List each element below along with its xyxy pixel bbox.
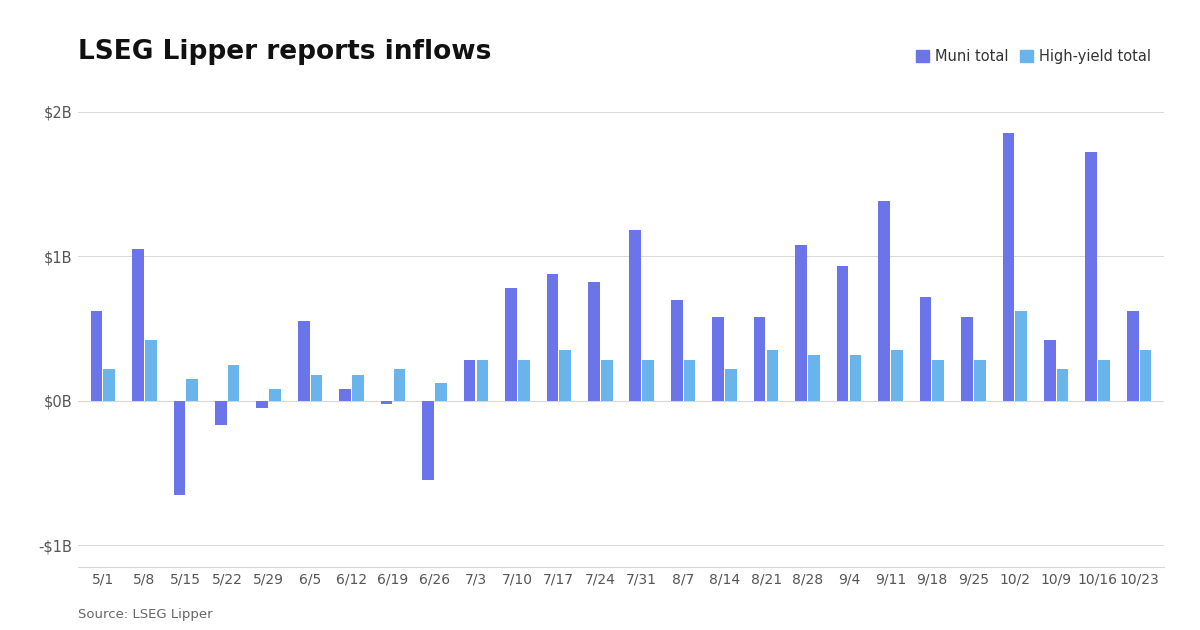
Bar xyxy=(91,311,102,401)
Bar xyxy=(671,300,683,401)
Bar xyxy=(1015,311,1027,401)
Bar xyxy=(559,350,571,401)
Bar xyxy=(546,273,558,401)
Bar xyxy=(836,266,848,401)
Bar xyxy=(1140,350,1151,401)
Bar xyxy=(298,321,310,401)
Bar xyxy=(932,360,944,401)
Bar xyxy=(132,249,144,401)
Legend: Muni total, High-yield total: Muni total, High-yield total xyxy=(910,43,1157,71)
Bar xyxy=(1002,134,1014,401)
Bar xyxy=(103,369,115,401)
Bar xyxy=(340,389,350,401)
Bar xyxy=(1057,369,1068,401)
Bar xyxy=(1044,340,1056,401)
Bar xyxy=(1086,152,1097,401)
Bar xyxy=(974,360,985,401)
Bar xyxy=(463,360,475,401)
Bar xyxy=(352,375,364,401)
Bar xyxy=(228,365,240,401)
Bar xyxy=(808,355,820,401)
Bar xyxy=(642,360,654,401)
Bar xyxy=(518,360,529,401)
Bar xyxy=(684,360,696,401)
Text: LSEG Lipper reports inflows: LSEG Lipper reports inflows xyxy=(78,39,491,65)
Bar xyxy=(878,202,890,401)
Bar xyxy=(311,375,323,401)
Bar xyxy=(1098,360,1110,401)
Text: Source: LSEG Lipper: Source: LSEG Lipper xyxy=(78,607,212,621)
Bar xyxy=(380,401,392,404)
Bar xyxy=(850,355,862,401)
Bar xyxy=(725,369,737,401)
Bar xyxy=(767,350,779,401)
Bar xyxy=(961,317,973,401)
Bar xyxy=(796,244,806,401)
Bar xyxy=(269,389,281,401)
Bar xyxy=(919,297,931,401)
Bar xyxy=(174,401,185,495)
Bar xyxy=(630,230,641,401)
Bar xyxy=(436,384,446,401)
Bar xyxy=(588,282,600,401)
Bar xyxy=(422,401,434,480)
Bar xyxy=(145,340,156,401)
Bar xyxy=(215,401,227,425)
Bar xyxy=(505,288,517,401)
Bar xyxy=(476,360,488,401)
Bar xyxy=(257,401,268,408)
Bar xyxy=(394,369,406,401)
Bar xyxy=(186,379,198,401)
Bar xyxy=(754,317,766,401)
Bar xyxy=(601,360,612,401)
Bar xyxy=(713,317,724,401)
Bar xyxy=(892,350,902,401)
Bar xyxy=(1127,311,1139,401)
